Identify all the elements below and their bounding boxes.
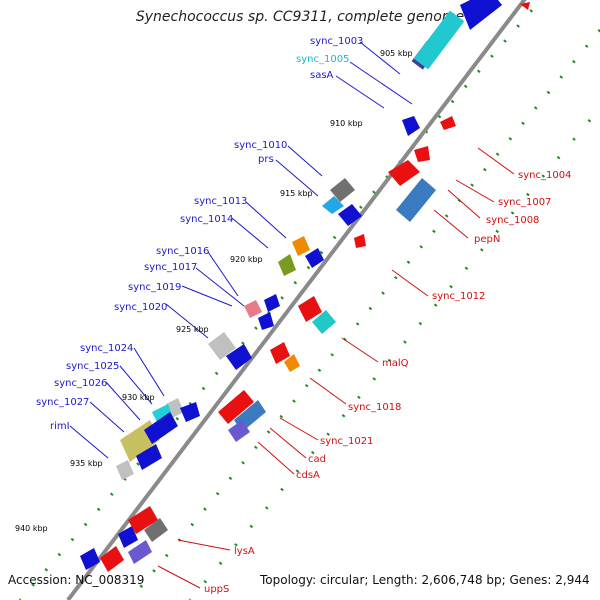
gene-label-lysA[interactable]: lysA [234, 546, 255, 557]
gene-sync-1014[interactable] [278, 254, 296, 276]
outer-guide-track [128, 29, 600, 600]
gene-label-sync-1003[interactable]: sync_1003 [310, 36, 363, 47]
gene-sync-1007[interactable] [414, 146, 430, 162]
gene-label-sync-1018[interactable]: sync_1018 [348, 402, 401, 413]
gene-label-sync-1013[interactable]: sync_1013 [194, 196, 247, 207]
tick-label: 910 kbp [330, 119, 363, 128]
gene-uppS[interactable] [128, 540, 152, 564]
gene-label-malQ[interactable]: malQ [382, 358, 409, 369]
gene-sync-1019[interactable] [258, 312, 274, 330]
gene-label-sync-1004[interactable]: sync_1004 [518, 170, 571, 181]
gene-label-sync-1005[interactable]: sync_1005 [296, 54, 349, 65]
reverse-genes [100, 2, 530, 572]
gene-forward-g[interactable] [136, 444, 162, 470]
gene-sync-1004[interactable] [440, 116, 456, 130]
gene-sync-1020[interactable] [208, 332, 236, 360]
gene-label-sasA[interactable]: sasA [310, 70, 334, 81]
far-guide-track [188, 119, 592, 600]
gene-label-cdsA[interactable]: cdsA [296, 470, 320, 481]
gene-label-rimI[interactable]: rimI [50, 421, 70, 432]
gene-label-uppS[interactable]: uppS [204, 584, 229, 595]
gene-reverse-orange[interactable] [284, 354, 300, 372]
gene-label-sync-1016[interactable]: sync_1016 [156, 246, 209, 257]
gene-label-sync-1027[interactable]: sync_1027 [36, 397, 89, 408]
gene-label-sync-1017[interactable]: sync_1017 [144, 262, 197, 273]
gene-label-sync-1008[interactable]: sync_1008 [486, 215, 539, 226]
gene-label-sync-1019[interactable]: sync_1019 [128, 282, 181, 293]
gene-label-cad[interactable]: cad [308, 454, 326, 465]
tick-label: 915 kbp [280, 189, 313, 198]
gene-label-sync-1021[interactable]: sync_1021 [320, 436, 373, 447]
gene-forward-f[interactable] [144, 412, 178, 444]
accession-text: Accession: NC_008319 [8, 573, 145, 587]
gene-forward-h[interactable] [118, 526, 138, 548]
gene-malQ[interactable] [298, 296, 322, 322]
gene-label-sync-1010[interactable]: sync_1010 [234, 140, 287, 151]
gene-label-prs[interactable]: prs [258, 154, 274, 165]
gene-sync-1021[interactable] [218, 390, 254, 424]
gene-sasA[interactable] [402, 116, 420, 136]
gene-label-sync-1014[interactable]: sync_1014 [180, 214, 233, 225]
tick-label: 930 kbp [122, 393, 155, 402]
gene-sync-1018[interactable] [270, 342, 290, 364]
gene-sync-1012[interactable] [354, 234, 366, 248]
tick-label: 920 kbp [230, 255, 263, 264]
gene-sync-1016[interactable] [244, 300, 262, 318]
gene-label-pepN[interactable]: pepN [474, 234, 500, 245]
gene-reverse-j[interactable] [100, 546, 124, 572]
topology-text: Topology: circular; Length: 2,606,748 bp… [260, 573, 590, 587]
gene-sync-1008[interactable] [388, 160, 420, 186]
gene-label-sync-1007[interactable]: sync_1007 [498, 197, 551, 208]
gene-label-sync-1020[interactable]: sync_1020 [114, 302, 167, 313]
gene-label-sync-1025[interactable]: sync_1025 [66, 361, 119, 372]
gene-sync-1010[interactable] [330, 178, 355, 202]
tick-label: 935 kbp [70, 459, 103, 468]
gene-lysA[interactable] [128, 506, 158, 534]
gene-forward-b[interactable] [338, 204, 362, 226]
gene-prs[interactable] [322, 196, 344, 214]
gene-forward-i[interactable] [80, 548, 100, 570]
tick-label: 925 kbp [176, 325, 209, 334]
gene-sync-1013[interactable] [292, 236, 310, 256]
gene-reverse-grey[interactable] [144, 518, 168, 542]
gene-label-sync-1012[interactable]: sync_1012 [432, 291, 485, 302]
gene-label-sync-1026[interactable]: sync_1026 [54, 378, 107, 389]
gene-cdsA[interactable] [228, 420, 250, 442]
genome-backbone [66, 0, 527, 600]
gene-reverse-cyan[interactable] [312, 310, 336, 334]
gene-rimI[interactable] [116, 460, 134, 480]
forward-genes [80, 0, 502, 570]
gene-pepN[interactable] [396, 178, 436, 222]
inner-guide-track [18, 0, 543, 600]
tick-label: 940 kbp [15, 524, 48, 533]
reverse-leader-lines [157, 147, 515, 589]
gene-forward-e[interactable] [180, 402, 200, 422]
gene-reverse-k[interactable] [520, 2, 530, 10]
map-title: Synechococcus sp. CC9311, complete genom… [135, 9, 465, 25]
gene-sync-1005[interactable] [413, 10, 465, 70]
forward-leader-lines [69, 41, 413, 459]
tick-label: 905 kbp [380, 49, 413, 58]
gene-large-forward[interactable] [460, 0, 502, 30]
gene-label-sync-1024[interactable]: sync_1024 [80, 343, 133, 354]
gene-sync-1017[interactable] [264, 294, 280, 312]
gene-forward-d[interactable] [226, 344, 252, 370]
gene-forward-c[interactable] [305, 248, 324, 268]
